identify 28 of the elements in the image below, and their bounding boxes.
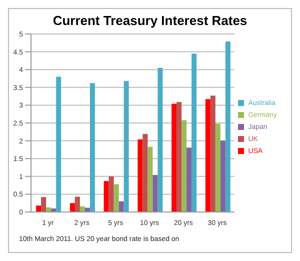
bar — [225, 41, 230, 212]
bar — [118, 201, 124, 212]
bar — [142, 134, 148, 212]
bar — [148, 146, 153, 212]
bar — [84, 208, 90, 212]
bar — [124, 80, 129, 212]
bar — [215, 124, 220, 212]
bar — [186, 148, 192, 212]
chart-title: Current Treasury Interest Rates — [52, 13, 248, 28]
bar — [192, 54, 197, 212]
bar — [158, 68, 163, 212]
bar — [41, 197, 46, 212]
bar — [182, 120, 187, 212]
bar — [220, 140, 226, 212]
bar — [176, 102, 182, 212]
bar — [70, 203, 75, 212]
bar — [172, 104, 177, 212]
bar — [108, 176, 114, 212]
bar — [205, 99, 210, 212]
bar — [210, 96, 216, 212]
bar — [104, 181, 109, 212]
bar — [90, 83, 95, 212]
bar — [56, 76, 62, 212]
bar — [138, 139, 143, 212]
bar — [36, 206, 42, 212]
bar — [74, 196, 80, 212]
bar — [152, 174, 158, 212]
bar — [114, 184, 119, 212]
